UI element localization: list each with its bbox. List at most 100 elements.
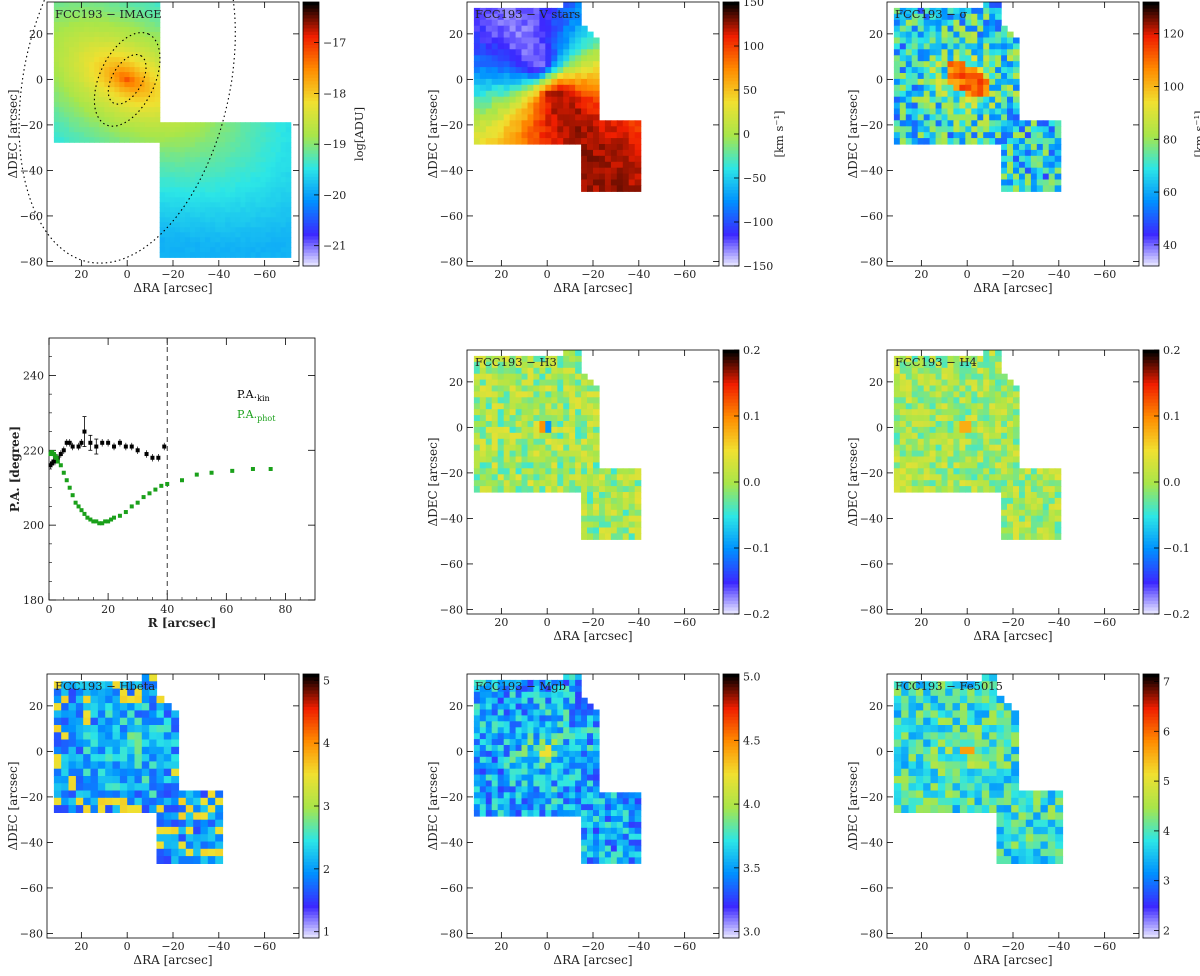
map-bin bbox=[120, 696, 128, 704]
map-bin bbox=[617, 498, 624, 505]
map-bin bbox=[84, 42, 90, 48]
map-bin bbox=[240, 142, 246, 148]
map-bin bbox=[924, 114, 931, 121]
map-bin bbox=[906, 474, 913, 481]
map-bin bbox=[98, 718, 106, 726]
map-bin bbox=[1007, 180, 1014, 187]
colorbar-step bbox=[1143, 535, 1159, 539]
map-bin bbox=[74, 112, 80, 118]
map-bin bbox=[74, 57, 80, 63]
map-bin bbox=[1007, 150, 1014, 157]
map-bin bbox=[977, 49, 984, 56]
colorbar-step bbox=[303, 151, 319, 155]
map-bin bbox=[587, 55, 594, 62]
map-bin bbox=[230, 157, 236, 163]
map-bin bbox=[61, 710, 69, 718]
map-bin bbox=[140, 107, 146, 113]
map-bin bbox=[504, 91, 511, 98]
map-bin bbox=[522, 61, 529, 67]
map-bin bbox=[539, 73, 546, 80]
map-bin bbox=[953, 474, 960, 481]
map-bin bbox=[220, 162, 226, 168]
map-bin bbox=[486, 26, 493, 33]
data-point bbox=[62, 471, 66, 475]
map-bin bbox=[195, 232, 201, 238]
map-bin bbox=[533, 433, 540, 440]
map-bin bbox=[989, 421, 996, 428]
map-bin bbox=[1025, 510, 1032, 517]
map-bin bbox=[995, 445, 1002, 452]
map-bin bbox=[64, 27, 70, 33]
map-bin bbox=[215, 157, 221, 163]
map-bin bbox=[205, 137, 211, 143]
map-bin bbox=[995, 55, 1002, 62]
map-bin bbox=[587, 391, 594, 398]
map-bin bbox=[180, 172, 186, 178]
map-bin bbox=[575, 79, 582, 86]
map-bin bbox=[587, 516, 594, 523]
map-bin bbox=[930, 462, 937, 469]
map-bin bbox=[486, 109, 493, 116]
map-bin bbox=[995, 451, 1002, 458]
map-bin bbox=[215, 252, 221, 258]
map-bin bbox=[587, 380, 594, 387]
map-bin bbox=[266, 217, 272, 223]
map-bin bbox=[69, 112, 75, 118]
map-bin bbox=[245, 177, 251, 183]
map-bin bbox=[99, 32, 105, 38]
map-bin bbox=[165, 132, 171, 138]
colorbar-step bbox=[1143, 233, 1159, 237]
map-bin bbox=[74, 72, 80, 78]
map-bin bbox=[894, 433, 901, 440]
map-bin bbox=[170, 227, 176, 233]
map-bin bbox=[486, 462, 493, 469]
map-bin bbox=[1007, 451, 1014, 458]
map-bin bbox=[215, 791, 223, 799]
map-bin bbox=[230, 147, 236, 153]
map-bin bbox=[1043, 150, 1050, 157]
map-bin bbox=[171, 820, 179, 828]
colorbar-step bbox=[723, 91, 739, 95]
map-bin bbox=[965, 480, 972, 487]
colorbar-step bbox=[303, 902, 319, 906]
map-bin bbox=[599, 504, 606, 511]
map-bin bbox=[581, 510, 588, 517]
map-bin bbox=[557, 486, 564, 493]
map-bin bbox=[516, 61, 523, 67]
map-bin bbox=[225, 167, 231, 173]
map-bin bbox=[59, 42, 65, 48]
map-bin bbox=[995, 368, 1002, 375]
map-bin bbox=[89, 47, 95, 53]
map-bin bbox=[522, 43, 529, 50]
map-bin bbox=[528, 138, 535, 145]
map-bin bbox=[942, 38, 949, 45]
colorbar-step bbox=[723, 217, 739, 221]
map-bin bbox=[635, 522, 642, 529]
map-bin bbox=[528, 132, 535, 139]
map-bin bbox=[971, 103, 978, 110]
map-bin bbox=[261, 197, 267, 203]
map-bin bbox=[611, 150, 618, 157]
map-bin bbox=[170, 247, 176, 253]
map-bin bbox=[190, 217, 196, 223]
data-point bbox=[210, 471, 214, 475]
map-bin bbox=[124, 77, 130, 83]
map-bin bbox=[201, 834, 209, 842]
map-bin bbox=[105, 718, 113, 726]
map-bin bbox=[205, 242, 211, 248]
map-bin bbox=[225, 127, 231, 133]
map-bin bbox=[105, 754, 113, 762]
map-bin bbox=[200, 207, 206, 213]
colorbar-tick-label: 150 bbox=[743, 0, 764, 9]
map-bin bbox=[165, 137, 171, 143]
colorbar-step bbox=[303, 65, 319, 69]
colorbar-step bbox=[723, 475, 739, 479]
map-bin bbox=[545, 468, 552, 475]
colorbar-step bbox=[723, 525, 739, 529]
map-bin bbox=[563, 439, 570, 446]
map-bin bbox=[918, 409, 925, 416]
map-bin bbox=[516, 474, 523, 481]
map-bin bbox=[1013, 386, 1020, 393]
map-bin bbox=[635, 180, 642, 187]
map-bin bbox=[1019, 162, 1026, 169]
